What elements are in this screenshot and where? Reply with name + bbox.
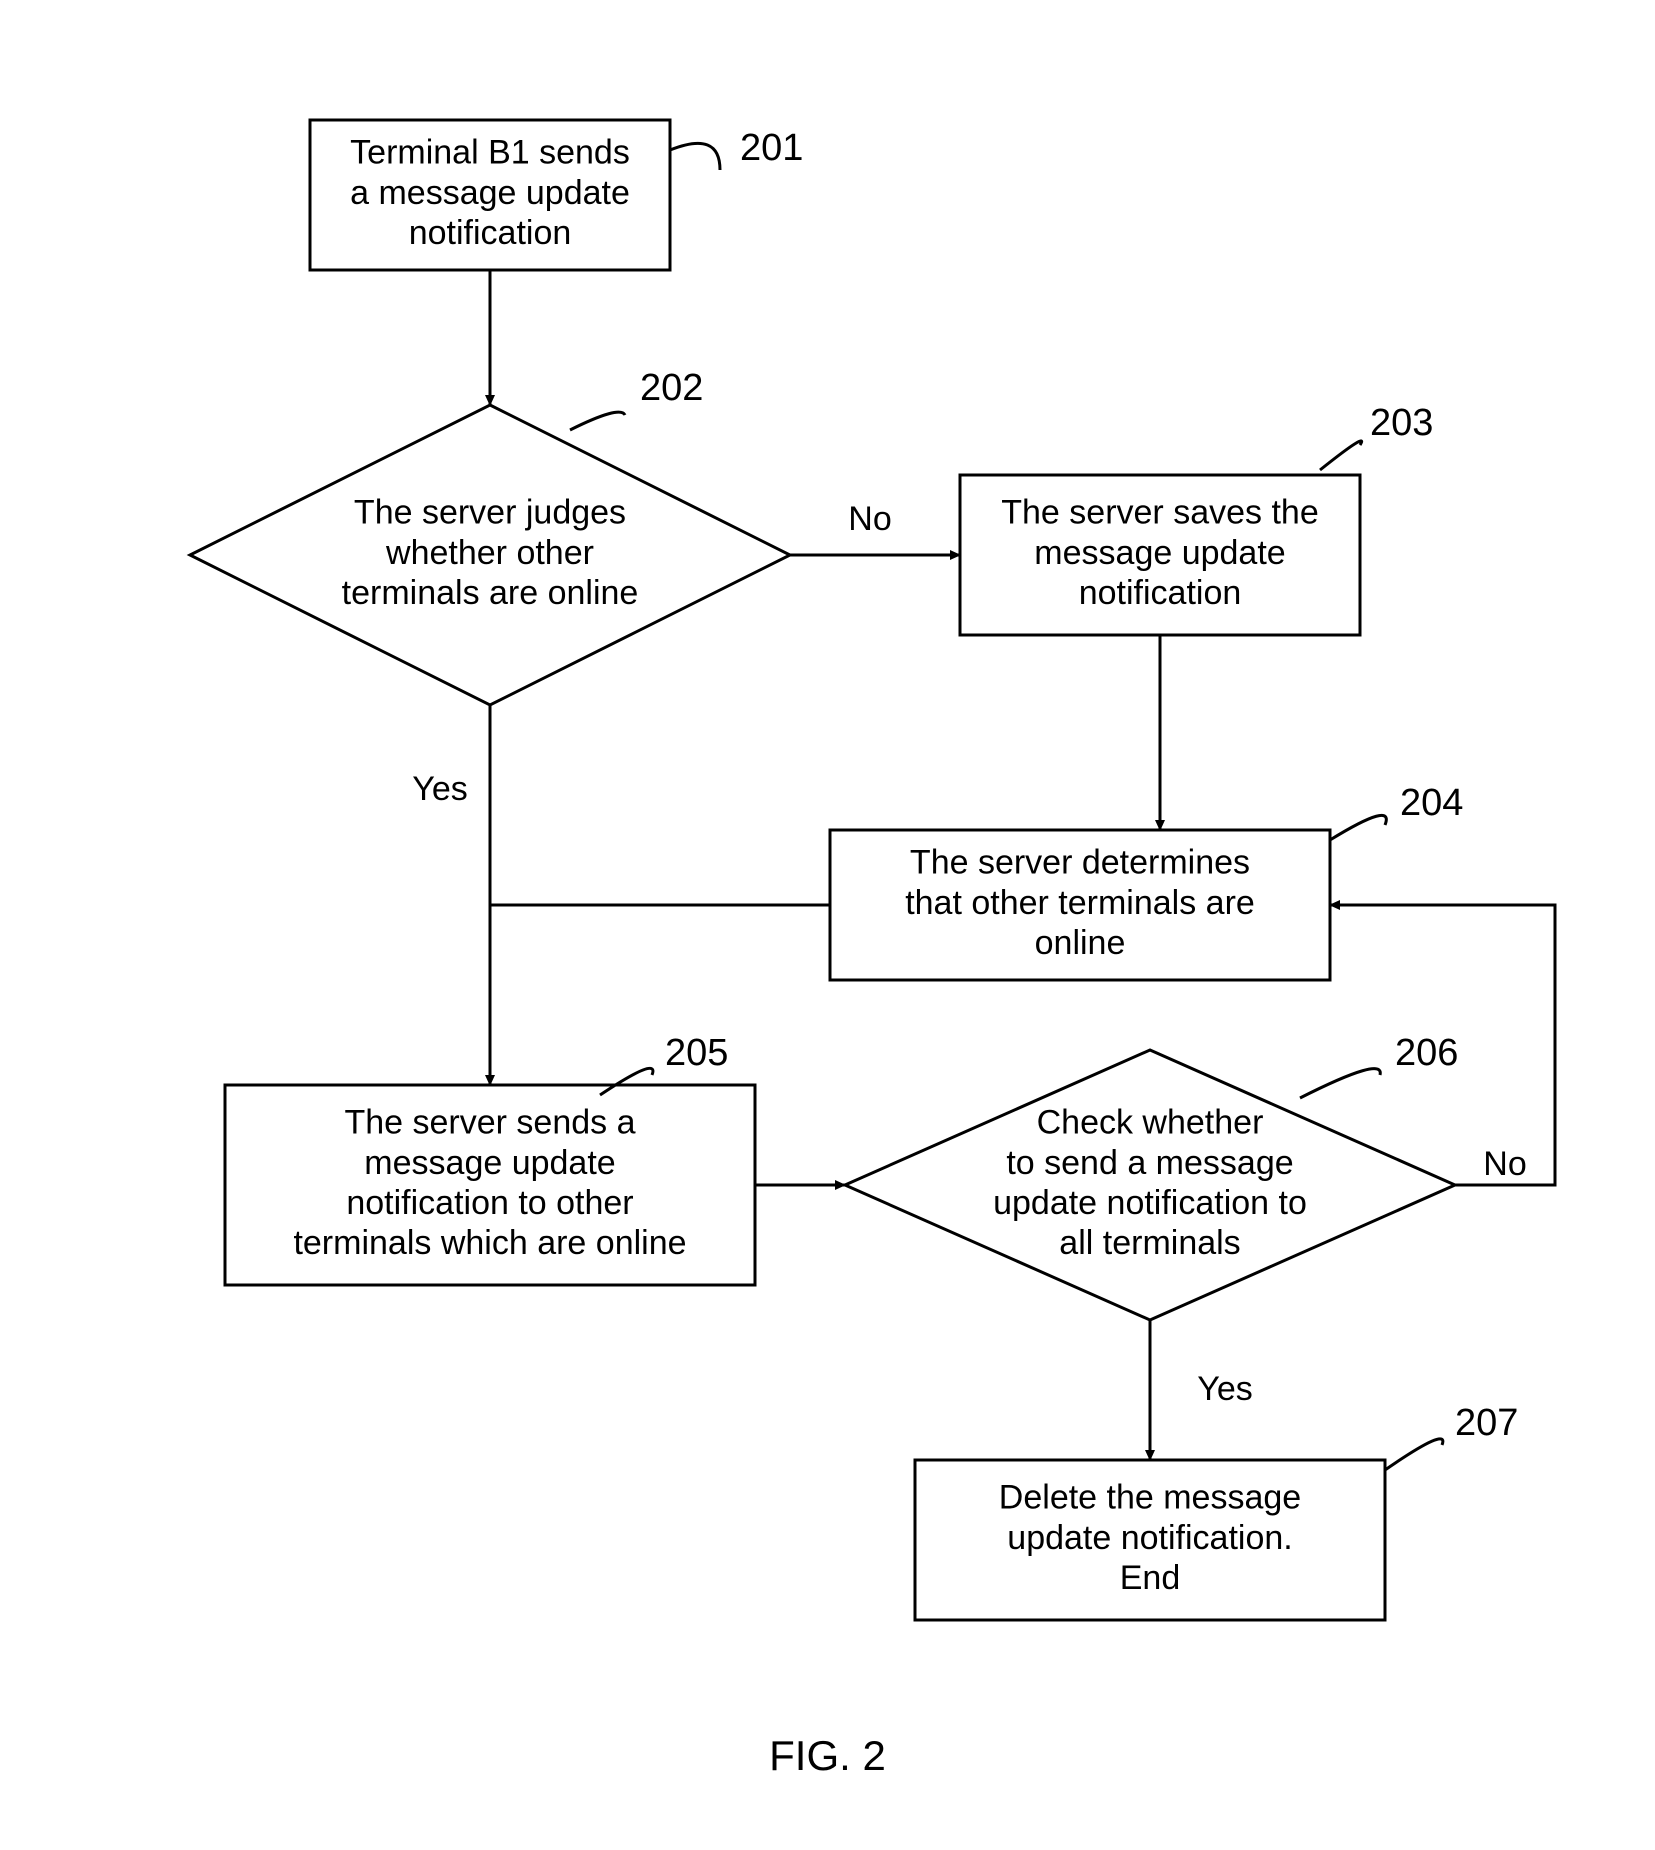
node-text: to send a message [1006,1144,1293,1182]
node-text: notification [409,214,572,252]
step-label-207: 207 [1455,1402,1518,1444]
step-label-203: 203 [1370,402,1433,444]
flowchart-node-n206: Check whetherto send a messageupdate not… [845,1050,1455,1320]
node-text: The server determines [910,844,1250,882]
node-text: update notification to [993,1184,1307,1222]
edge-label: No [848,500,891,538]
node-text: terminals which are online [293,1224,686,1262]
node-text: Check whether [1037,1104,1264,1142]
edge-label: Yes [412,770,467,808]
node-text: all terminals [1059,1224,1240,1262]
node-text: update notification. [1007,1519,1292,1557]
node-text: notification to other [346,1184,633,1222]
node-text: message update [364,1144,615,1182]
step-label-206: 206 [1395,1032,1458,1074]
edge-label: Yes [1197,1370,1252,1408]
flowchart-node-n205: The server sends amessage updatenotifica… [225,1085,755,1285]
edge-label: No [1483,1145,1526,1183]
flowchart-node-n202: The server judgeswhether otherterminals … [190,405,790,705]
step-label-205: 205 [665,1032,728,1074]
flowchart-node-n201: Terminal B1 sendsa message updatenotific… [310,120,670,270]
node-text: terminals are online [342,574,639,612]
node-text: End [1120,1559,1181,1597]
node-text: Delete the message [999,1479,1301,1517]
figure-label: FIG. 2 [769,1732,886,1779]
flowchart-node-n204: The server determinesthat other terminal… [830,830,1330,980]
step-label-202: 202 [640,367,703,409]
flowchart-canvas: No Yes Yes No Terminal B1 sendsa message up… [0,0,1655,1850]
flowchart-node-n207: Delete the messageupdate notification.En… [915,1460,1385,1620]
node-text: The server judges [354,494,626,532]
step-label-201: 201 [740,127,803,169]
node-text: notification [1079,574,1242,612]
node-text: The server saves the [1001,494,1318,532]
node-text: The server sends a [344,1104,635,1142]
step-label-204: 204 [1400,782,1463,824]
flowchart-node-n203: The server saves themessage updatenotifi… [960,475,1360,635]
node-text: online [1035,924,1126,962]
node-text: whether other [385,534,594,572]
node-text: Terminal B1 sends [350,134,630,172]
node-text: message update [1034,534,1285,572]
node-text: that other terminals are [905,884,1255,922]
node-text: a message update [350,174,630,212]
